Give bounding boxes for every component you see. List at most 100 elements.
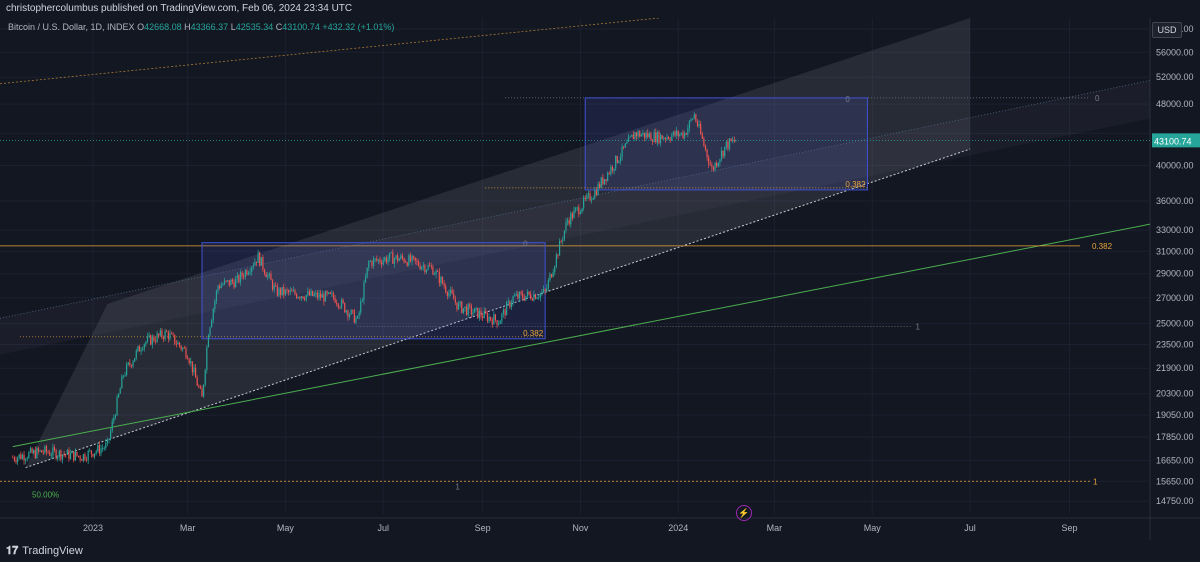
candle-body xyxy=(449,289,452,293)
candle-body xyxy=(135,350,137,359)
candle-body xyxy=(347,310,349,317)
candle-body xyxy=(583,197,585,209)
candle-body xyxy=(60,450,62,460)
candle-body xyxy=(315,292,317,295)
candle-body xyxy=(430,266,432,268)
price-tick-label: 23500.00 xyxy=(1156,339,1194,349)
candle-body xyxy=(414,257,416,261)
candle-body xyxy=(190,361,192,364)
candle-body xyxy=(350,309,352,315)
candle-body xyxy=(223,280,226,285)
candle-body xyxy=(368,261,370,268)
candle-body xyxy=(361,300,363,302)
tradingview-brand[interactable]: 𝟏𝟕 TradingView xyxy=(6,544,83,558)
candle-body xyxy=(706,149,708,158)
time-tick-label: Mar xyxy=(180,523,196,533)
candle-body xyxy=(323,294,325,302)
candle-body xyxy=(180,345,182,350)
current-price-label: 43100.74 xyxy=(1154,136,1192,146)
candle-body xyxy=(247,272,250,275)
fib-level-1-upper-label: 1 xyxy=(916,322,921,331)
candle-body xyxy=(536,297,538,299)
candle-body xyxy=(13,457,16,461)
candle-body xyxy=(106,439,109,443)
candle-body xyxy=(650,133,652,141)
candle-body xyxy=(645,133,647,138)
candle-body xyxy=(581,208,583,213)
candle-body xyxy=(578,207,580,215)
candle-body xyxy=(613,168,615,171)
candle-body xyxy=(358,312,360,317)
candle-body xyxy=(18,454,20,458)
candle-body xyxy=(236,275,238,279)
candle-body xyxy=(85,459,88,461)
candle-body xyxy=(429,265,431,267)
candle-body xyxy=(353,310,355,323)
candle-body xyxy=(337,303,339,307)
candle-body xyxy=(49,452,51,456)
fib-level-1-lower-label: 1 xyxy=(1093,477,1098,486)
fib-level-0-label: 0 xyxy=(1095,94,1100,103)
candle-body xyxy=(592,198,594,200)
time-axis: 2023 Mar May Jul Sep Nov 2024 Mar May Jul Sep xyxy=(83,523,1077,533)
candle-body xyxy=(607,172,609,181)
candle-body xyxy=(655,132,657,143)
candle-body xyxy=(148,335,150,337)
candle-body xyxy=(324,291,327,302)
candle-body xyxy=(100,448,102,454)
candle-body xyxy=(722,150,724,157)
candle-body xyxy=(300,296,303,299)
candle-body xyxy=(441,277,444,284)
candle-body xyxy=(478,310,480,319)
candle-body xyxy=(626,141,628,144)
candle-body xyxy=(679,134,681,136)
candle-body xyxy=(647,133,649,138)
candle-body xyxy=(372,258,375,266)
candle-body xyxy=(296,294,298,299)
candle-body xyxy=(522,293,524,298)
candle-body xyxy=(656,131,658,143)
candle-body xyxy=(733,139,735,142)
candle-body xyxy=(87,450,89,461)
candle-body xyxy=(395,255,397,259)
candle-body xyxy=(161,330,163,338)
candle-body xyxy=(291,290,293,292)
candle-body xyxy=(558,241,561,256)
candle-body xyxy=(587,193,590,196)
candle-body xyxy=(618,160,620,163)
candle-body xyxy=(653,132,655,142)
candle-body xyxy=(228,280,230,286)
candle-body xyxy=(321,294,323,298)
candle-body xyxy=(542,289,545,293)
candle-body xyxy=(605,179,607,181)
time-tick-label: Sep xyxy=(475,523,491,533)
candle-body xyxy=(534,294,537,299)
candle-body xyxy=(74,451,76,461)
candle-body xyxy=(308,291,311,296)
candle-body xyxy=(25,459,27,461)
candle-body xyxy=(239,272,242,283)
candle-body xyxy=(570,213,572,225)
candle-body xyxy=(632,134,634,140)
candle-body xyxy=(47,451,49,453)
candle-body xyxy=(446,292,448,296)
candle-body xyxy=(595,190,598,196)
candle-body xyxy=(443,283,445,287)
candle-body xyxy=(695,114,697,122)
candle-body xyxy=(55,450,57,459)
candle-body xyxy=(387,258,389,263)
currency-button[interactable]: USD xyxy=(1152,22,1182,38)
candle-body xyxy=(313,294,315,296)
candle-body xyxy=(348,314,351,317)
chart-grid xyxy=(0,18,1200,540)
flash-icon[interactable]: ⚡ xyxy=(736,505,752,521)
candle-body xyxy=(719,159,721,163)
candle-body xyxy=(84,454,86,460)
candle-body xyxy=(454,299,456,303)
candle-body xyxy=(642,132,644,135)
candle-body xyxy=(506,302,508,316)
candle-body xyxy=(31,448,33,454)
candle-body xyxy=(193,367,195,373)
candle-body xyxy=(214,300,216,310)
